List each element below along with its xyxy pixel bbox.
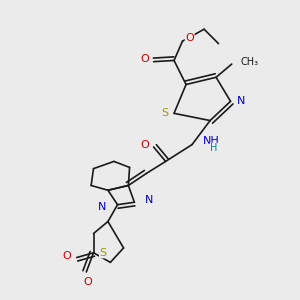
Text: N: N	[237, 96, 245, 106]
Text: H: H	[210, 143, 218, 153]
Text: O: O	[83, 277, 92, 286]
Text: O: O	[141, 140, 150, 150]
Text: N: N	[145, 195, 154, 205]
Text: O: O	[141, 54, 150, 64]
Text: S: S	[161, 108, 168, 118]
Text: N: N	[98, 202, 107, 212]
Text: CH₃: CH₃	[240, 57, 258, 67]
Text: O: O	[185, 33, 194, 43]
Text: O: O	[63, 251, 71, 261]
Text: NH: NH	[203, 136, 220, 146]
Text: S: S	[100, 248, 107, 258]
